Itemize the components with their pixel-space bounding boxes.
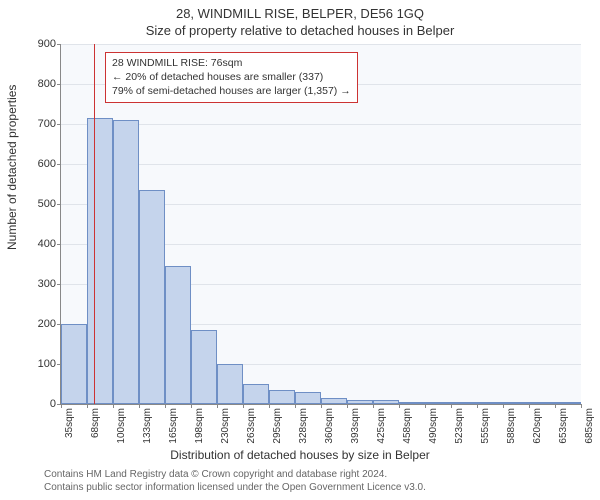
x-tick-label: 425sqm xyxy=(376,408,387,444)
x-tick-label: 295sqm xyxy=(272,408,283,444)
y-tick xyxy=(57,284,61,285)
histogram-bar xyxy=(529,402,555,404)
x-tick-label: 198sqm xyxy=(194,408,205,444)
x-tick-label: 165sqm xyxy=(168,408,179,444)
x-tick xyxy=(139,404,140,408)
histogram-bar xyxy=(191,330,217,404)
y-tick-label: 500 xyxy=(38,198,56,210)
histogram-bar xyxy=(321,398,347,404)
x-tick xyxy=(555,404,556,408)
histogram-bar xyxy=(451,402,477,404)
x-tick xyxy=(87,404,88,408)
footer: Contains HM Land Registry data © Crown c… xyxy=(0,462,600,494)
x-tick xyxy=(217,404,218,408)
y-tick-label: 100 xyxy=(38,358,56,370)
x-tick xyxy=(347,404,348,408)
y-tick xyxy=(57,204,61,205)
y-tick xyxy=(57,84,61,85)
histogram-bar xyxy=(399,402,425,404)
x-tick xyxy=(191,404,192,408)
x-tick-label: 555sqm xyxy=(480,408,491,444)
histogram-bar xyxy=(113,120,139,404)
y-tick-label: 200 xyxy=(38,318,56,330)
gridline xyxy=(61,124,581,125)
annotation-box: 28 WINDMILL RISE: 76sqm← 20% of detached… xyxy=(105,52,358,103)
subtitle: Size of property relative to detached ho… xyxy=(0,21,600,38)
x-tick xyxy=(581,404,582,408)
histogram-bar xyxy=(347,400,373,404)
annotation-line: 28 WINDMILL RISE: 76sqm xyxy=(112,56,351,70)
x-tick xyxy=(113,404,114,408)
annotation-line: ← 20% of detached houses are smaller (33… xyxy=(112,70,351,84)
x-tick xyxy=(373,404,374,408)
footer-line-2: Contains public sector information licen… xyxy=(44,481,600,494)
y-axis-label: Number of detached properties xyxy=(5,85,19,250)
x-tick xyxy=(321,404,322,408)
histogram-bar xyxy=(165,266,191,404)
y-tick xyxy=(57,164,61,165)
y-tick-label: 400 xyxy=(38,238,56,250)
y-tick-label: 700 xyxy=(38,118,56,130)
x-tick-label: 588sqm xyxy=(506,408,517,444)
chart-container: 28, WINDMILL RISE, BELPER, DE56 1GQ Size… xyxy=(0,0,600,500)
x-tick-label: 458sqm xyxy=(402,408,413,444)
x-tick xyxy=(399,404,400,408)
histogram-bar xyxy=(217,364,243,404)
histogram-bar xyxy=(425,402,451,404)
x-tick xyxy=(243,404,244,408)
y-tick xyxy=(57,244,61,245)
y-tick-label: 300 xyxy=(38,278,56,290)
histogram-bar xyxy=(87,118,113,404)
x-tick xyxy=(529,404,530,408)
x-tick xyxy=(451,404,452,408)
x-tick-label: 360sqm xyxy=(324,408,335,444)
x-tick-label: 263sqm xyxy=(246,408,257,444)
x-tick xyxy=(425,404,426,408)
chart-area: 010020030040050060070080090035sqm68sqm10… xyxy=(60,44,580,404)
x-tick-label: 100sqm xyxy=(116,408,127,444)
gridline xyxy=(61,164,581,165)
x-tick xyxy=(295,404,296,408)
histogram-bar xyxy=(503,402,529,404)
x-tick-label: 133sqm xyxy=(142,408,153,444)
x-tick-label: 35sqm xyxy=(64,408,75,438)
x-tick-label: 328sqm xyxy=(298,408,309,444)
x-tick-label: 653sqm xyxy=(558,408,569,444)
histogram-bar xyxy=(139,190,165,404)
address-title: 28, WINDMILL RISE, BELPER, DE56 1GQ xyxy=(0,0,600,21)
x-tick xyxy=(477,404,478,408)
annotation-line: 79% of semi-detached houses are larger (… xyxy=(112,84,351,98)
histogram-bar xyxy=(243,384,269,404)
reference-line xyxy=(94,44,95,404)
y-tick xyxy=(57,44,61,45)
y-tick-label: 800 xyxy=(38,78,56,90)
x-tick xyxy=(165,404,166,408)
histogram-bar xyxy=(555,402,581,404)
x-tick-label: 685sqm xyxy=(584,408,595,444)
histogram-bar xyxy=(373,400,399,404)
y-tick-label: 600 xyxy=(38,158,56,170)
x-tick xyxy=(503,404,504,408)
plot-area: 010020030040050060070080090035sqm68sqm10… xyxy=(60,44,581,405)
x-tick-label: 230sqm xyxy=(220,408,231,444)
x-tick-label: 68sqm xyxy=(90,408,101,438)
histogram-bar xyxy=(269,390,295,404)
y-tick-label: 0 xyxy=(50,398,56,410)
x-tick xyxy=(269,404,270,408)
below-chart: Distribution of detached houses by size … xyxy=(0,444,600,494)
footer-line-1: Contains HM Land Registry data © Crown c… xyxy=(44,468,600,481)
x-tick xyxy=(61,404,62,408)
x-axis-label: Distribution of detached houses by size … xyxy=(0,448,600,462)
x-tick-label: 490sqm xyxy=(428,408,439,444)
x-tick-label: 620sqm xyxy=(532,408,543,444)
x-tick-label: 393sqm xyxy=(350,408,361,444)
histogram-bar xyxy=(477,402,503,404)
x-tick-label: 523sqm xyxy=(454,408,465,444)
histogram-bar xyxy=(61,324,87,404)
y-tick xyxy=(57,124,61,125)
gridline xyxy=(61,44,581,45)
histogram-bar xyxy=(295,392,321,404)
y-tick-label: 900 xyxy=(38,38,56,50)
